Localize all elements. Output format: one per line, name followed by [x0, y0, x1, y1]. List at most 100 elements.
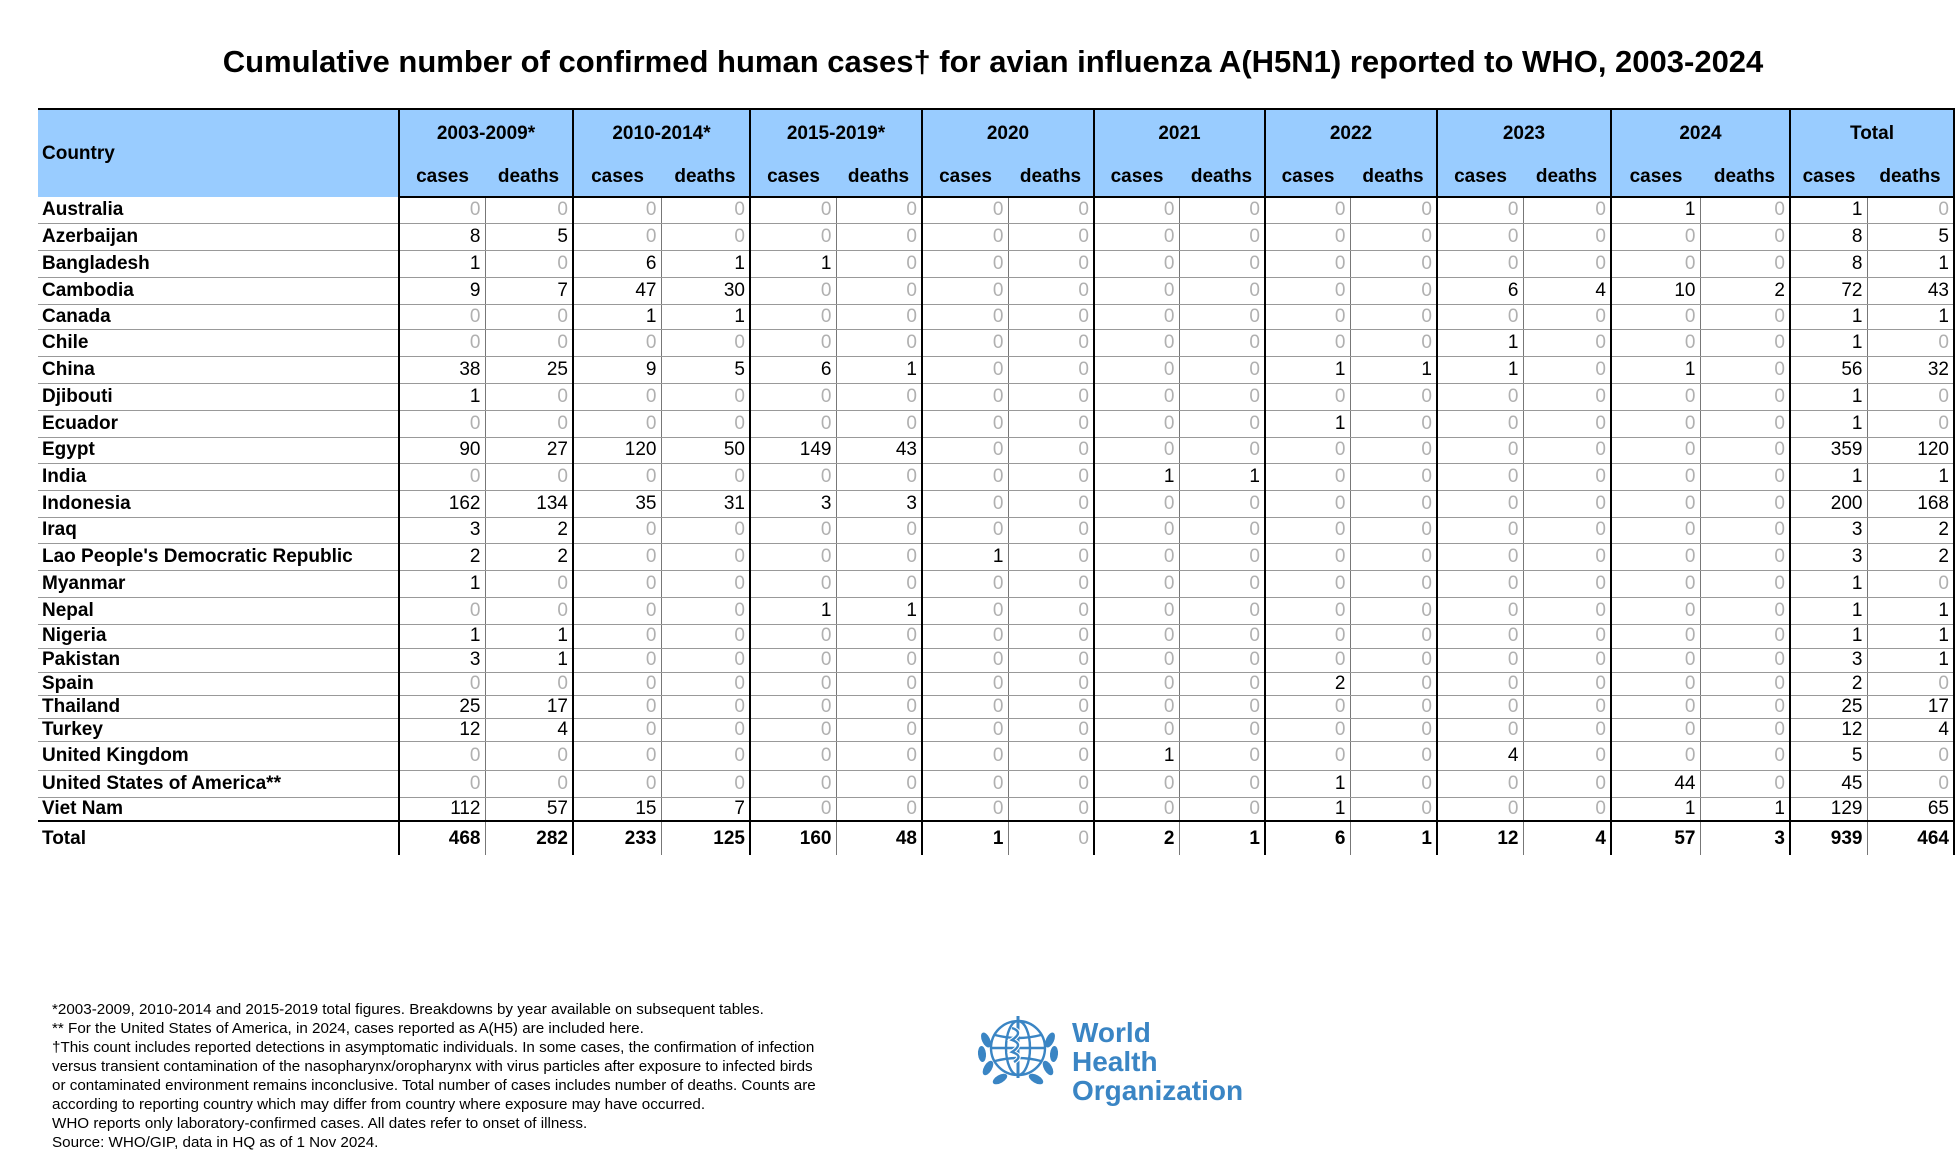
cases-cell: 0: [1094, 570, 1180, 598]
deaths-cell: 0: [1008, 463, 1095, 491]
deaths-cell: 0: [1350, 383, 1438, 411]
cases-cell: 0: [1265, 597, 1351, 625]
cases-cell: 0: [399, 329, 486, 357]
deaths-subheader: deaths: [1008, 158, 1095, 198]
cases-cell: 35: [573, 490, 662, 518]
cases-cell: 0: [1265, 543, 1351, 571]
deaths-cell: 43: [1867, 277, 1955, 305]
deaths-cell: 0: [1523, 648, 1612, 673]
deaths-cell: 0: [1523, 250, 1612, 278]
deaths-cell: 0: [1523, 517, 1612, 544]
deaths-cell: 0: [1179, 197, 1266, 224]
deaths-cell: 0: [1523, 597, 1612, 625]
cases-cell: 0: [1094, 770, 1180, 798]
cases-cell: 1: [1094, 741, 1180, 771]
deaths-cell: 25: [485, 356, 574, 384]
country-cell: Indonesia: [38, 490, 400, 518]
deaths-cell: 0: [1700, 597, 1791, 625]
deaths-cell: 0: [661, 410, 751, 438]
country-cell: Myanmar: [38, 570, 400, 598]
cases-cell: 3: [399, 517, 486, 544]
cases-cell: 0: [399, 197, 486, 224]
deaths-cell: 4: [1523, 820, 1612, 855]
deaths-cell: 0: [1700, 197, 1791, 224]
deaths-cell: 0: [836, 543, 923, 571]
cases-cell: 1: [1265, 770, 1351, 798]
deaths-cell: 0: [1700, 695, 1791, 719]
cases-cell: 1: [1790, 197, 1868, 224]
cases-cell: 0: [750, 277, 837, 305]
country-cell: Iraq: [38, 517, 400, 544]
deaths-cell: 0: [1179, 329, 1266, 357]
deaths-cell: 0: [1700, 437, 1791, 464]
cases-cell: 0: [1437, 570, 1524, 598]
cases-cell: 0: [1265, 304, 1351, 330]
cases-cell: 0: [922, 223, 1009, 251]
cases-cell: 0: [1437, 304, 1524, 330]
table-row: Nepal 0 0 0 0 1 1 0 0 0 0 0 0 0 0 0 0 1 1: [38, 597, 1955, 625]
cases-cell: 0: [750, 410, 837, 438]
page-title: Cumulative number of confirmed human cas…: [222, 44, 1764, 79]
deaths-cell: 1: [1350, 356, 1438, 384]
country-cell: Nepal: [38, 597, 400, 625]
cases-cell: 0: [1094, 517, 1180, 544]
cases-cell: 0: [1265, 517, 1351, 544]
deaths-cell: 0: [1700, 356, 1791, 384]
deaths-cell: 0: [836, 648, 923, 673]
footnote-line: WHO reports only laboratory-confirmed ca…: [52, 1115, 588, 1132]
cases-cell: 0: [1437, 490, 1524, 518]
footnote-line: †This count includes reported detections…: [52, 1039, 815, 1056]
cases-cell: 162: [399, 490, 486, 518]
deaths-cell: 0: [1179, 624, 1266, 649]
country-cell: India: [38, 463, 400, 491]
deaths-cell: 0: [485, 770, 574, 798]
cases-table: Country 2003-2009* 2010-2014* 2015-2019* 202…: [38, 108, 1955, 855]
table-row: Viet Nam 112 57 15 7 0 0 0 0 0 0 1 0 0 0 1 1 129 65: [38, 797, 1955, 822]
cases-cell: 0: [1265, 223, 1351, 251]
cases-cell: 0: [1611, 329, 1701, 357]
cases-cell: 0: [399, 770, 486, 798]
deaths-cell: 1: [1867, 304, 1955, 330]
cases-cell: 0: [922, 648, 1009, 673]
deaths-subheader: deaths: [485, 158, 574, 198]
deaths-cell: 0: [1008, 250, 1095, 278]
deaths-cell: 0: [1350, 695, 1438, 719]
cases-cell: 0: [1437, 223, 1524, 251]
deaths-cell: 0: [661, 463, 751, 491]
country-cell: Djibouti: [38, 383, 400, 411]
footnote-line: *2003-2009, 2010-2014 and 2015-2019 tota…: [52, 1001, 764, 1018]
cases-cell: 0: [750, 718, 837, 742]
cases-cell: 0: [399, 463, 486, 491]
deaths-cell: 4: [1523, 277, 1612, 305]
cases-cell: 0: [922, 797, 1009, 822]
cases-cell: 8: [1790, 250, 1868, 278]
cases-cell: 0: [399, 410, 486, 438]
deaths-subheader: deaths: [836, 158, 923, 198]
cases-cell: 6: [573, 250, 662, 278]
cases-cell: 0: [1437, 250, 1524, 278]
cases-cell: 8: [1790, 223, 1868, 251]
deaths-cell: 0: [661, 624, 751, 649]
cases-cell: 1: [399, 383, 486, 411]
deaths-cell: 1: [1867, 463, 1955, 491]
deaths-cell: 0: [1179, 741, 1266, 771]
cases-cell: 0: [922, 277, 1009, 305]
deaths-cell: 5: [485, 223, 574, 251]
table-row: Bangladesh 1 0 6 1 1 0 0 0 0 0 0 0 0 0 0 0 8 1: [38, 250, 1955, 278]
cases-cell: 0: [1611, 718, 1701, 742]
cases-cell: 0: [1611, 570, 1701, 598]
cases-cell: 1: [1094, 463, 1180, 491]
deaths-cell: 0: [1179, 304, 1266, 330]
deaths-cell: 43: [836, 437, 923, 464]
cases-cell: 2: [1094, 820, 1180, 855]
cases-cell: 4: [1437, 741, 1524, 771]
cases-cell: 0: [922, 197, 1009, 224]
deaths-cell: 0: [1523, 329, 1612, 357]
deaths-cell: 0: [1008, 490, 1095, 518]
cases-cell: 200: [1790, 490, 1868, 518]
cases-cell: 0: [1611, 624, 1701, 649]
cases-cell: 0: [750, 741, 837, 771]
deaths-cell: 1: [1867, 250, 1955, 278]
who-emblem-icon: [977, 1016, 1059, 1085]
cases-cell: 0: [399, 741, 486, 771]
